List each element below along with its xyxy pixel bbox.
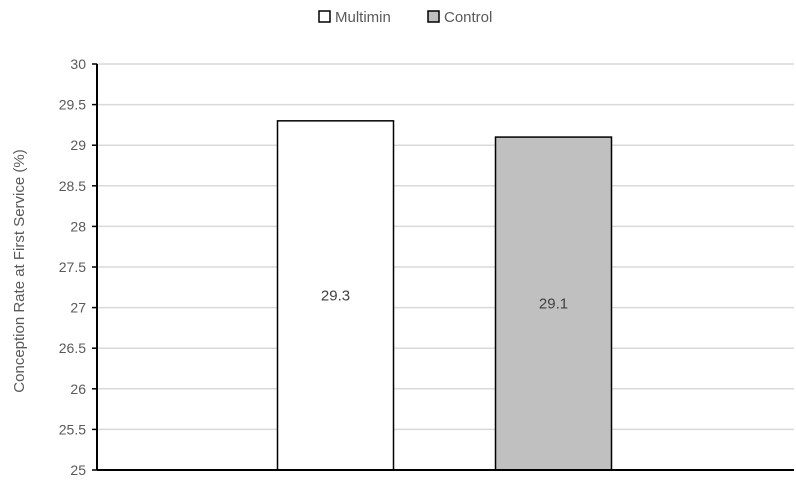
y-tick-labels: 25 25.5 26 26.5 27 27.5 28 28.5 29 29.5 30 <box>59 56 86 478</box>
bar-label-multimin: 29.3 <box>321 287 350 304</box>
legend-swatch-multimin <box>318 10 331 23</box>
y-tick-label: 26.5 <box>59 340 86 356</box>
y-tick-label: 28.5 <box>59 178 86 194</box>
gridlines <box>97 63 794 431</box>
legend: Multimin Control <box>318 9 492 26</box>
bar-control <box>494 136 613 471</box>
y-tick-label: 29.5 <box>59 97 86 113</box>
axes <box>92 63 794 471</box>
bar-data-labels: 29.3 29.1 <box>321 287 568 312</box>
bar-label-control: 29.1 <box>539 296 568 313</box>
legend-swatch-control <box>427 10 440 23</box>
bars <box>276 120 613 471</box>
y-tick-label: 27 <box>70 300 86 316</box>
bar-multimin <box>276 120 395 471</box>
y-tick-label: 27.5 <box>59 259 86 275</box>
y-axis-label: Conception Rate at First Service (%) <box>11 149 28 392</box>
y-tick-label: 29 <box>70 137 86 153</box>
legend-label-control: Control <box>444 9 492 26</box>
y-tick-label: 25 <box>70 462 86 478</box>
y-tick-label: 25.5 <box>59 421 86 437</box>
y-tick-label: 26 <box>70 381 86 397</box>
legend-label-multimin: Multimin <box>335 9 391 26</box>
y-tick-label: 30 <box>70 56 86 72</box>
y-tick-label: 28 <box>70 218 86 234</box>
